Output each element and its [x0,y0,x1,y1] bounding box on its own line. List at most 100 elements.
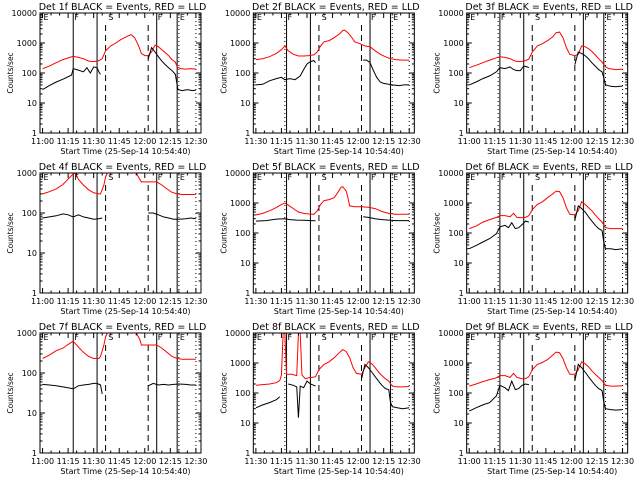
x-axis-label: Start Time (25-Sep-14 10:54:40) [60,147,190,156]
interval-marker-label: E [470,173,475,182]
x-tick-label: 11:30 [295,137,318,146]
x-tick-label: 12:15 [159,297,182,306]
y-tick-label: 10000 [12,9,37,18]
lld-series [255,186,410,216]
x-axis-label: Start Time (25-Sep-14 10:54:40) [60,467,190,476]
y-tick-label: 10000 [225,9,250,18]
x-tick-label: 12:30 [611,297,634,306]
y-tick-label: 100 [448,229,463,238]
x-tick-label: 11:30 [82,297,105,306]
x-tick-label: 12:15 [585,297,608,306]
x-tick-label: 11:15 [57,137,80,146]
x-tick-label: 11:30 [295,457,318,466]
y-tick-label: 10000 [438,9,463,18]
panel-title: Det 8f BLACK = Events, RED = LLD [252,322,420,333]
interval-marker-label: E [470,13,475,22]
y-tick-label: 10000 [225,329,250,338]
interval-marker-label: E [393,13,398,22]
x-axis-label: Start Time (25-Sep-14 10:54:40) [60,307,190,316]
y-tick-label: 10 [27,99,37,108]
x-tick-label: 11:15 [270,137,293,146]
panel-title: Det 4f BLACK = Events, RED = LLD [39,162,207,173]
interval-lines [497,173,624,293]
y-tick-label: 10 [27,409,37,418]
x-axis-label: Start Time (25-Sep-14 10:54:40) [487,147,617,156]
y-axis-label: Counts/sec [433,212,442,253]
x-tick-label: 11:30 [295,297,318,306]
x-tick-label: 11:30 [509,457,532,466]
x-tick-label: 12:15 [372,457,395,466]
x-tick-label: 11:45 [108,137,131,146]
x-tick-label: 11:45 [321,137,344,146]
y-tick-label: 1000 [17,329,37,338]
interval-marker-label: F [74,173,79,182]
x-tick-label: 12:00 [133,137,156,146]
interval-marker-label: F [371,13,376,22]
interval-lines [72,173,197,293]
interval-marker-label: E [44,173,49,182]
interval-marker-label: E [257,173,262,182]
events-series [469,205,623,251]
lld-series [469,190,623,230]
x-tick-label: 12:15 [159,137,182,146]
interval-lines [497,13,624,133]
x-tick-label: 11:00 [458,457,481,466]
lld-series [255,29,410,61]
interval-marker-label: E [44,13,49,22]
interval-marker-label: F [584,333,589,342]
lld-series [469,31,623,71]
x-tick-label: 11:30 [82,457,105,466]
y-axis-label: Counts/sec [6,372,15,413]
x-tick-label: 11:30 [509,297,532,306]
y-tick-label: 100 [448,389,463,398]
y-tick-label: 1 [245,289,250,298]
y-tick-label: 10 [240,99,250,108]
interval-lines [72,333,197,453]
y-tick-label: 1 [32,289,37,298]
x-axis-label: Start Time (25-Sep-14 10:54:40) [274,147,404,156]
x-tick-label: 11:30 [82,137,105,146]
y-tick-label: 100 [22,69,37,78]
y-tick-label: 1 [245,449,250,458]
x-axis-label: Start Time (25-Sep-14 10:54:40) [487,307,617,316]
interval-lines [284,173,410,293]
interval-marker-label: F [501,173,506,182]
y-tick-label: 100 [22,369,37,378]
interval-lines [72,13,197,133]
events-series [255,363,410,418]
y-tick-label: 1 [459,129,464,138]
x-tick-label: 11:30 [509,137,532,146]
y-tick-label: 100 [235,69,250,78]
y-axis-label: Counts/sec [433,372,442,413]
interval-marker-label: S [322,13,327,22]
interval-marker-label: S [108,13,113,22]
y-tick-label: 10 [453,259,463,268]
y-tick-label: 100 [22,209,37,218]
y-tick-label: 10 [453,419,463,428]
x-axis-label: Start Time (25-Sep-14 10:54:40) [274,467,404,476]
x-tick-label: 12:15 [585,137,608,146]
panel-title: Det 1f BLACK = Events, RED = LLD [39,2,207,13]
interval-marker-label: F [584,173,589,182]
interval-marker-label: E [180,333,185,342]
plot-frame [39,172,202,294]
interval-marker-label: E [607,13,612,22]
interval-marker-label: E [257,333,262,342]
x-tick-label: 12:30 [398,297,421,306]
x-tick-label: 11:15 [483,137,506,146]
interval-lines [284,13,410,133]
x-tick-label: 12:30 [611,457,634,466]
y-tick-label: 1000 [17,169,37,178]
interval-marker-label: F [158,13,163,22]
x-tick-label: 12:30 [184,297,207,306]
x-tick-label: 12:00 [347,297,370,306]
y-tick-label: 1000 [230,359,250,368]
interval-marker-label: F [501,13,506,22]
interval-marker-label: E [257,13,262,22]
x-tick-label: 11:30 [244,297,267,306]
events-series [469,51,623,88]
